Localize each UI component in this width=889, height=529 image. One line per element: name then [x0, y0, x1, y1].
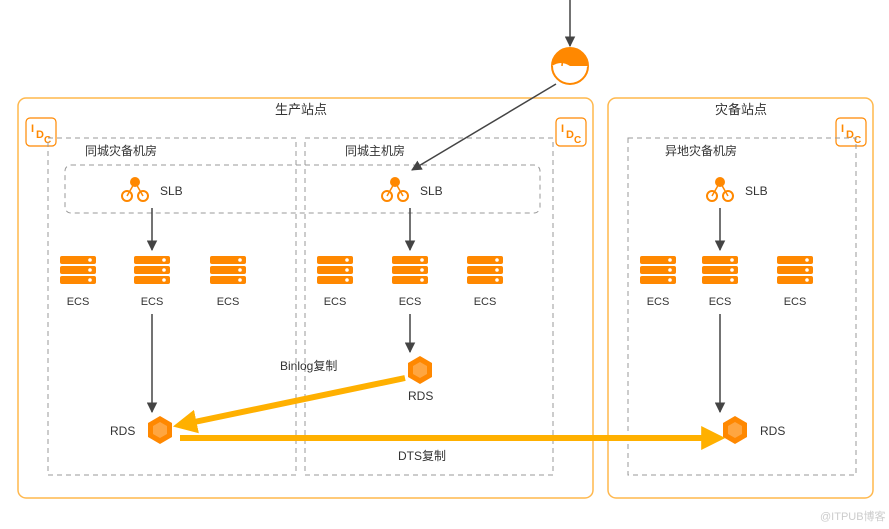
ecs-icon: [134, 256, 170, 284]
slb-icon: [122, 177, 148, 201]
room-title: 同城主机房: [345, 143, 405, 158]
ecs-label: ECS: [141, 296, 164, 308]
slb-label: SLB: [745, 184, 768, 198]
ecs-icon: [60, 256, 96, 284]
svg-text:D: D: [36, 129, 44, 141]
svg-text:I: I: [31, 123, 34, 135]
ecs-icon: [640, 256, 676, 284]
binlog-label: Binlog复制: [280, 359, 337, 373]
idc-badge: I D C: [26, 118, 56, 146]
slb-icon: [707, 177, 733, 201]
svg-text:C: C: [854, 135, 861, 146]
svg-text:I: I: [561, 123, 564, 135]
svg-text:I: I: [841, 123, 844, 135]
dts-label: DTS复制: [398, 449, 446, 463]
svg-text:D: D: [846, 129, 854, 141]
ecs-label: ECS: [217, 296, 240, 308]
watermark: @ITPUB博客: [820, 509, 886, 523]
rds-icon: [408, 356, 432, 384]
svg-text:D: D: [566, 129, 574, 141]
rds-label: RDS: [408, 389, 433, 403]
ecs-icon: [777, 256, 813, 284]
ecs-icon: [392, 256, 428, 284]
room-title: 异地灾备机房: [665, 143, 737, 158]
rds-label: RDS: [110, 424, 135, 438]
slb-shared-box: [65, 165, 540, 213]
slb-icon: [382, 177, 408, 201]
ecs-icon: [702, 256, 738, 284]
idc-badge: I D C: [556, 118, 586, 146]
rds-icon: [723, 416, 747, 444]
idc-badge: I D C: [836, 118, 866, 146]
svg-text:DNS: DNS: [560, 68, 579, 78]
rds-icon: [148, 416, 172, 444]
slb-label: SLB: [420, 184, 443, 198]
svg-text:C: C: [574, 135, 581, 146]
slb-label: SLB: [160, 184, 183, 198]
arrow-dns-slb: [412, 84, 556, 170]
prod-site-title: 生产站点: [275, 102, 327, 117]
rds-label: RDS: [760, 424, 785, 438]
arrow-binlog: [180, 378, 405, 425]
ecs-icon: [467, 256, 503, 284]
dr-site-title: 灾备站点: [715, 102, 767, 117]
ecs-label: ECS: [647, 296, 670, 308]
ecs-label: ECS: [67, 296, 90, 308]
ecs-label: ECS: [709, 296, 732, 308]
ecs-label: ECS: [399, 296, 422, 308]
ecs-label: ECS: [474, 296, 497, 308]
dns-icon: DNS: [552, 48, 588, 84]
room-title: 同城灾备机房: [85, 143, 157, 158]
ecs-icon: [210, 256, 246, 284]
ecs-label: ECS: [784, 296, 807, 308]
ecs-label: ECS: [324, 296, 347, 308]
ecs-icon: [317, 256, 353, 284]
